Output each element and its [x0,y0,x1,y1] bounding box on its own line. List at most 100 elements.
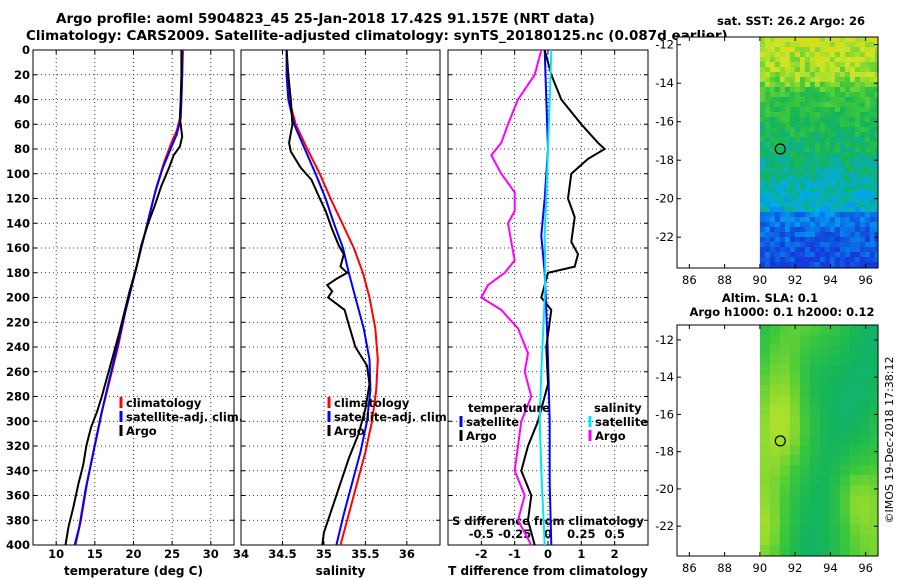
plot-title-line-2: Climatology: CARS2009. Satellite-adjuste… [26,28,728,44]
temperature-panel: 0 20 40 60 80 100 120 140 160 180 200 220 240 260 280 3… [6,43,243,578]
y-tick-label: 120 [6,192,30,206]
series-line-s-satellite [538,49,553,546]
legend-label: Argo [334,424,365,438]
x-tick-label: 35.5 [351,547,379,561]
x-tick-label: 15 [87,547,103,561]
y-tick-label: -16 [655,407,674,421]
s-tick-label: 0.25 [567,527,595,541]
series-line-climatology [285,49,379,546]
s-tick-label: 0 [544,527,552,541]
y-tick-label: -22 [655,519,674,533]
y-tick-label: -12 [655,333,674,347]
s-axis-label: S difference from climatology [452,514,644,528]
x-tick-label: 90 [753,273,768,287]
y-tick-label: 0 [22,43,30,57]
sla-map-title: Altim. SLA: 0.1 [722,291,818,305]
series-line-t-argo [520,49,607,546]
x-tick-label: 88 [717,273,732,287]
legend-label: satellite-adj. clim. [126,410,243,424]
x-tick-label: 30 [203,547,219,561]
x-tick-label: 20 [125,547,141,561]
sst_map-heatmap-cells [759,37,879,269]
x-tick-label: 36 [399,547,415,561]
x-tick-label: 94 [823,561,838,575]
y-tick-label: -20 [655,482,674,496]
y-tick-label: 280 [6,390,30,404]
x-tick-label: 34 [233,547,249,561]
y-tick-label: 200 [6,291,30,305]
sst_map-panel: 86 88 90 92 94 96 -12 -14 -16 -18 -20 -22 sat. SST: … [655,14,879,287]
series-line-satellite-adj-clim- [285,50,372,546]
x-tick-label: -2 [475,547,488,561]
legend-label: Argo [466,429,497,443]
sst_map-frame [676,36,879,269]
x-tick-label: 92 [788,273,803,287]
y-tick-label: -20 [655,192,674,206]
salinity-axis-label: salinity [316,564,366,578]
y-tick-label: -18 [655,153,674,167]
sla_map-heatmap-cells [759,325,879,557]
sst-map-title: sat. SST: 26.2 Argo: 26 [717,14,865,28]
y-tick-label: 20 [14,68,30,82]
x-tick-label: -1 [508,547,521,561]
series-line-s-argo [479,49,543,546]
y-tick-label: 340 [6,464,30,478]
x-tick-label: 35 [316,547,332,561]
salinity-panel: 34 34.5 35 35.5 36 salinity climatologysatelli… [233,49,451,578]
y-tick-label: -16 [655,115,674,129]
x-tick-label: 94 [823,273,838,287]
argo-position-marker [774,143,786,155]
y-tick-label: 380 [6,513,30,527]
x-tick-label: 88 [717,561,732,575]
x-tick-label: 34.5 [268,547,296,561]
y-tick-label: 140 [6,216,30,230]
x-tick-label: 96 [858,561,873,575]
legend-label: climatology [126,396,202,410]
x-tick-label: 86 [682,273,697,287]
legend-label: satellite-adj. clim. [334,410,451,424]
x-tick-label: 0 [544,547,552,561]
temperature-axis-label: temperature (deg C) [64,564,203,578]
y-tick-label: -14 [655,370,674,384]
legend-label: Argo [595,429,626,443]
imos-watermark: ©IMOS 19-Dec-2018 17:38:12 [883,357,896,524]
legend-label: satellite [466,415,519,429]
legend-title-temperature: temperature [468,401,550,415]
y-tick-label: -18 [655,445,674,459]
x-tick-label: 1 [577,547,585,561]
y-tick-label: 360 [6,489,30,503]
legend-label: climatology [334,396,410,410]
s-tick-label: 0.5 [604,527,624,541]
y-tick-label: 260 [6,365,30,379]
y-tick-label: 400 [6,538,30,552]
legend-label: Argo [126,424,157,438]
y-tick-label: 320 [6,439,30,453]
y-tick-label: 60 [14,117,30,131]
legend-title-salinity: salinity [594,401,642,415]
y-tick-label: 220 [6,315,30,329]
y-tick-label: 160 [6,241,30,255]
sla-map-subtitle: Argo h1000: 0.1 h2000: 0.12 [689,305,874,319]
y-tick-label: -22 [655,230,674,244]
y-tick-label: 240 [6,340,30,354]
sla_map-frame [676,324,879,557]
y-tick-label: -12 [655,38,674,52]
y-tick-label: 80 [14,142,30,156]
y-tick-label: 180 [6,266,30,280]
sla_map-panel: 86 88 90 92 94 96 -12 -14 -16 -18 -20 -22 Altim. SLA… [655,291,879,575]
s-tick-label: -0.5 [469,527,494,541]
x-tick-label: 86 [682,561,697,575]
y-tick-label: 300 [6,414,30,428]
plot-title-line-1: Argo profile: aoml 5904823_45 25-Jan-201… [56,11,595,27]
argo-position-marker [774,435,786,447]
y-tick-label: -14 [655,76,674,90]
difference-axis-label: T difference from climatology [448,564,648,578]
series-line-argo [64,50,184,546]
difference-panel: -2 -1 0 1 2-0.5 -0.25 0 0.25 0.5S difference fro… [447,49,649,578]
x-tick-label: 25 [164,547,180,561]
x-tick-label: 96 [858,273,873,287]
series-line-argo [285,49,371,546]
x-tick-label: 92 [788,561,803,575]
x-tick-label: 10 [48,547,64,561]
